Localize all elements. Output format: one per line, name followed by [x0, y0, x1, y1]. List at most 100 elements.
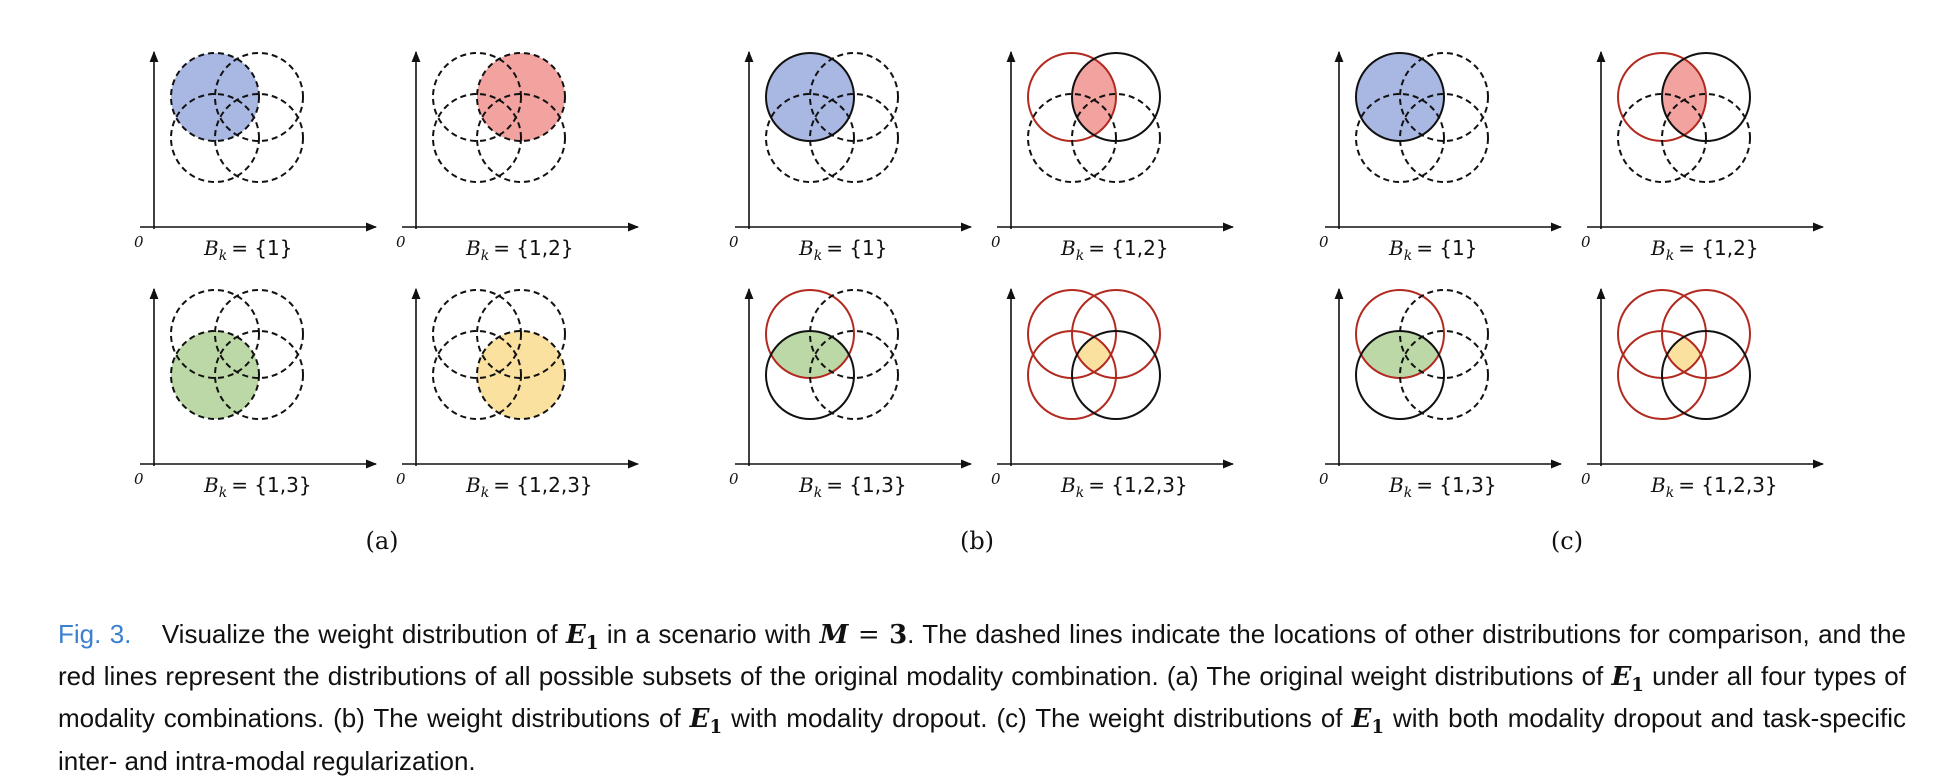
distribution-intersection-fill [766, 331, 854, 378]
comparison-circle-dashed [170, 52, 260, 142]
set-label: Bk = {1} [203, 236, 292, 264]
comparison-circle-dashed [476, 52, 566, 142]
comparison-circle-dashed [170, 93, 260, 183]
comparison-circle-dashed [476, 330, 566, 420]
comparison-circle-dashed [1399, 289, 1489, 379]
set-label: Bk = {1} [798, 236, 887, 264]
caption-text-5: with modality dropout. (c) The weight di… [731, 703, 1343, 734]
origin-label: 0 [729, 470, 739, 488]
distribution-fill [1356, 53, 1444, 141]
comparison-circle-dashed [1027, 93, 1117, 183]
distribution-intersection-fill [1072, 53, 1116, 141]
caption-text-2: in a scenario with [606, 619, 812, 649]
set-label: Bk = {1,2,3} [1650, 473, 1778, 501]
panel-c: 0 Bk = {1} 0 Bk = {1,2} 0 Bk = {1,3} 0 Bk = {1,2,3}… [1319, 50, 1825, 555]
distribution-intersection-fill [1072, 331, 1116, 378]
comparison-circle-dashed [432, 289, 522, 379]
panel-a: 0 Bk = {1} 0 Bk = {1,2} 0 Bk = {1,3} 0 Bk = {1,2,3}… [134, 50, 640, 555]
caption-text-1: Visualize the weight distribution of [161, 619, 558, 649]
comparison-circle-dashed [1355, 93, 1445, 183]
comparison-circle-dashed [765, 93, 855, 183]
math-e1: E1 [566, 620, 599, 655]
comparison-circle-dashed [432, 330, 522, 420]
distribution-intersection-fill [1662, 331, 1706, 378]
math-e1: E1 [689, 704, 723, 739]
subplot: 0 Bk = {1,2} [991, 50, 1235, 264]
panel-label: (c) [1551, 527, 1583, 555]
comparison-circle-dashed [809, 330, 899, 420]
origin-label: 0 [991, 233, 1001, 251]
distribution-intersection-fill [1662, 53, 1706, 141]
caption-text-3: . The dashed lines indicate the location… [58, 619, 1906, 692]
origin-label: 0 [729, 233, 739, 251]
origin-label: 0 [134, 233, 144, 251]
figure-caption: Fig. 3. Visualize the weight distributio… [58, 618, 1906, 777]
subset-circle-red [1617, 330, 1707, 420]
figure-label: Fig. 3. [58, 619, 132, 649]
comparison-circle-dashed [214, 330, 304, 420]
subplot: 0 Bk = {1} [729, 50, 973, 264]
subplot: 0 Bk = {1,3} [134, 287, 378, 501]
comparison-circle-dashed [1661, 93, 1751, 183]
distribution-circle [1355, 330, 1445, 420]
subplot: 0 Bk = {1,2,3} [1581, 287, 1825, 501]
subplot: 0 Bk = {1,3} [729, 287, 973, 501]
origin-label: 0 [1581, 470, 1591, 488]
comparison-circle-dashed [476, 289, 566, 379]
set-label: Bk = {1,3} [203, 473, 312, 501]
subplot: 0 Bk = {1} [134, 50, 378, 264]
distribution-circle [765, 330, 855, 420]
origin-label: 0 [1581, 233, 1591, 251]
subplot: 0 Bk = {1,2} [1581, 50, 1825, 264]
comparison-circle-dashed [170, 330, 260, 420]
subplot: 0 Bk = {1} [1319, 50, 1563, 264]
math-e1: E1 [1351, 704, 1384, 739]
comparison-circle-dashed [1399, 93, 1489, 183]
distribution-fill [766, 53, 854, 141]
comparison-circle-dashed [214, 289, 304, 379]
origin-label: 0 [396, 233, 406, 251]
origin-label: 0 [1319, 233, 1329, 251]
distribution-circle [1661, 330, 1751, 420]
comparison-circle-dashed [1617, 93, 1707, 183]
set-label: Bk = {1,3} [1388, 473, 1497, 501]
distribution-fill [171, 331, 259, 419]
origin-label: 0 [1319, 470, 1329, 488]
comparison-circle-dashed [809, 52, 899, 142]
distribution-circle [1071, 330, 1161, 420]
subplot: 0 Bk = {1,2,3} [396, 287, 640, 501]
comparison-circle-dashed [432, 93, 522, 183]
subplot: 0 Bk = {1,2} [396, 50, 640, 264]
comparison-circle-dashed [809, 93, 899, 183]
panel-b: 0 Bk = {1} 0 Bk = {1,2} 0 Bk = {1,3} 0 Bk = {1,2,3}… [729, 50, 1235, 555]
set-label: Bk = {1,2} [1650, 236, 1759, 264]
distribution-fill [171, 53, 259, 141]
distribution-intersection-fill [1356, 331, 1444, 378]
math-e1: E1 [1611, 662, 1644, 697]
set-label: Bk = {1,3} [798, 473, 907, 501]
comparison-circle-dashed [476, 93, 566, 183]
set-label: Bk = {1,2} [1060, 236, 1169, 264]
set-label: Bk = {1,2} [465, 236, 574, 264]
panel-label: (a) [365, 527, 398, 555]
subplot: 0 Bk = {1,3} [1319, 287, 1563, 501]
comparison-circle-dashed [170, 289, 260, 379]
comparison-circle-dashed [1399, 52, 1489, 142]
comparison-circle-dashed [809, 289, 899, 379]
subplot: 0 Bk = {1,2,3} [991, 287, 1235, 501]
origin-label: 0 [991, 470, 1001, 488]
weight-distribution-figure: 0 Bk = {1} 0 Bk = {1,2} 0 Bk = {1,3} 0 Bk = {1,2,3}… [134, 50, 1825, 555]
comparison-circle-dashed [214, 52, 304, 142]
comparison-circle-dashed [432, 52, 522, 142]
set-label: Bk = {1,2,3} [465, 473, 593, 501]
set-label: Bk = {1} [1388, 236, 1477, 264]
panel-label: (b) [960, 527, 994, 555]
comparison-circle-dashed [1071, 93, 1161, 183]
comparison-circle-dashed [214, 93, 304, 183]
origin-label: 0 [396, 470, 406, 488]
math-m-equals-3: M = 3 [819, 620, 908, 650]
origin-label: 0 [134, 470, 144, 488]
caption-text-4: under all four types of modality combina… [58, 661, 1906, 734]
set-label: Bk = {1,2,3} [1060, 473, 1188, 501]
comparison-circle-dashed [1399, 330, 1489, 420]
